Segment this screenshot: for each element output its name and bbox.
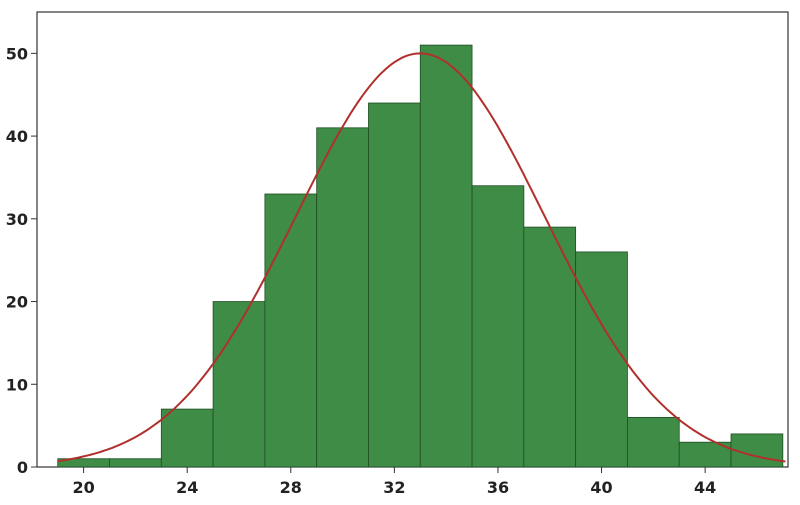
histogram-bar [212, 301, 266, 468]
y-tick-label: 20 [6, 293, 28, 312]
x-axis: 20 24 28 32 36 40 44 [72, 467, 716, 497]
histogram-bar [575, 251, 628, 468]
normal-fit-curve [57, 52, 786, 463]
y-tick-label: 40 [6, 127, 28, 146]
histogram-bar [730, 433, 784, 468]
y-tick-label: 10 [6, 375, 28, 394]
histogram-bar [160, 408, 214, 468]
x-tick-label: 20 [72, 478, 94, 497]
y-tick-label: 50 [6, 44, 28, 63]
x-tick-label: 36 [487, 478, 509, 497]
y-tick-label: 0 [17, 458, 28, 477]
histogram-bar [471, 185, 525, 468]
histogram-bar [627, 416, 680, 468]
histogram-bar [419, 44, 473, 468]
histogram-bar [523, 226, 577, 468]
histogram-bar [264, 193, 318, 468]
y-axis: 0 10 20 30 40 50 [6, 44, 37, 477]
histogram-bar [316, 127, 369, 468]
x-tick-label: 24 [176, 478, 198, 497]
x-tick-label: 44 [694, 478, 716, 497]
histogram-bar [368, 102, 421, 468]
x-tick-label: 40 [590, 478, 612, 497]
x-tick-label: 32 [383, 478, 405, 497]
histogram-bar [109, 458, 162, 468]
bars-group [57, 44, 784, 468]
y-tick-label: 30 [6, 210, 28, 229]
x-tick-label: 28 [280, 478, 302, 497]
